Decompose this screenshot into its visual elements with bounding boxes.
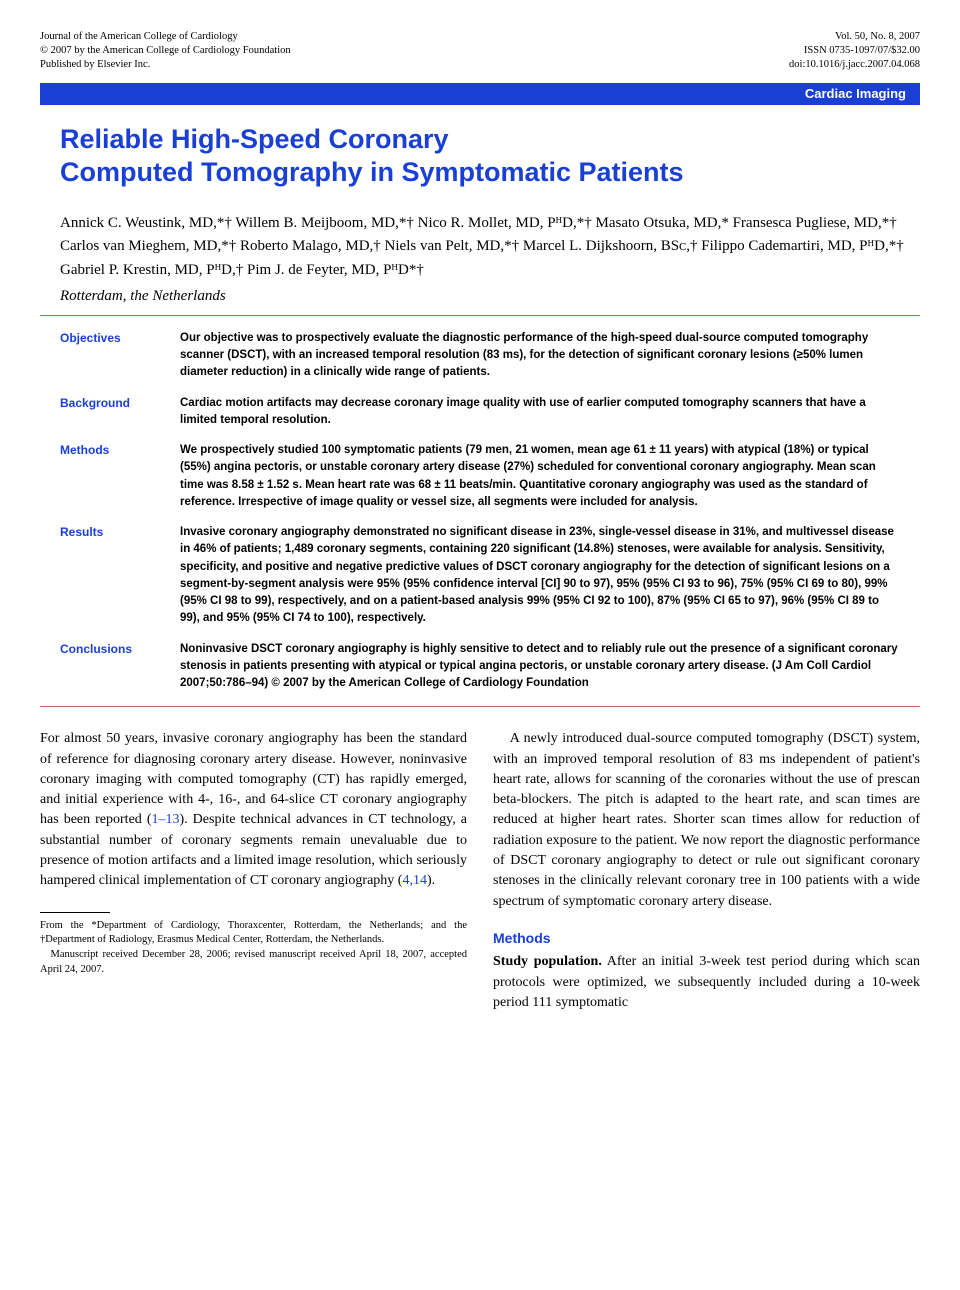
author-list: Annick C. Weustink, MD,*† Willem B. Meij… — [60, 212, 920, 282]
structured-abstract: Objectives Our objective was to prospect… — [60, 330, 920, 693]
doi-line: doi:10.1016/j.jacc.2007.04.068 — [789, 58, 920, 72]
footnotes: From the *Department of Cardiology, Thor… — [40, 919, 467, 978]
abstract-results: Results Invasive coronary angiography de… — [60, 524, 900, 628]
title-line-1: Reliable High-Speed Coronary — [60, 124, 449, 154]
rule-bottom — [40, 706, 920, 707]
article-title: Reliable High-Speed Coronary Computed To… — [60, 123, 920, 191]
category-bar: Cardiac Imaging — [40, 83, 920, 105]
abstract-label: Results — [60, 524, 180, 628]
reference-link[interactable]: 1–13 — [151, 812, 179, 827]
abstract-text: Noninvasive DSCT coronary angiography is… — [180, 641, 900, 693]
category-label: Cardiac Imaging — [805, 86, 906, 101]
abstract-text: Cardiac motion artifacts may decrease co… — [180, 395, 900, 430]
header-right: Vol. 50, No. 8, 2007 ISSN 0735-1097/07/$… — [789, 30, 920, 73]
abstract-conclusions: Conclusions Noninvasive DSCT coronary an… — [60, 641, 900, 693]
rule-top — [40, 315, 920, 316]
abstract-label: Background — [60, 395, 180, 430]
issn-line: ISSN 0735-1097/07/$32.00 — [789, 44, 920, 58]
affiliation: Rotterdam, the Netherlands — [60, 288, 920, 305]
journal-header: Journal of the American College of Cardi… — [40, 30, 920, 73]
footnote-rule — [40, 912, 110, 913]
journal-name: Journal of the American College of Cardi… — [40, 30, 291, 44]
abstract-label: Conclusions — [60, 641, 180, 693]
volume-issue: Vol. 50, No. 8, 2007 — [789, 30, 920, 44]
abstract-methods: Methods We prospectively studied 100 sym… — [60, 442, 900, 511]
title-line-2: Computed Tomography in Symptomatic Patie… — [60, 157, 684, 187]
intro-paragraph-2: A newly introduced dual-source computed … — [493, 729, 920, 912]
copyright-line: © 2007 by the American College of Cardio… — [40, 44, 291, 58]
reference-link[interactable]: 4,14 — [402, 873, 427, 888]
column-left: For almost 50 years, invasive coronary a… — [40, 729, 467, 1013]
column-right: A newly introduced dual-source computed … — [493, 729, 920, 1013]
abstract-background: Background Cardiac motion artifacts may … — [60, 395, 900, 430]
abstract-label: Methods — [60, 442, 180, 511]
abstract-objectives: Objectives Our objective was to prospect… — [60, 330, 900, 382]
header-left: Journal of the American College of Cardi… — [40, 30, 291, 73]
manuscript-dates: Manuscript received December 28, 2006; r… — [40, 948, 467, 977]
publisher-line: Published by Elsevier Inc. — [40, 58, 291, 72]
affiliation-footnote: From the *Department of Cardiology, Thor… — [40, 919, 467, 948]
abstract-label: Objectives — [60, 330, 180, 382]
abstract-text: Invasive coronary angiography demonstrat… — [180, 524, 900, 628]
body-text: For almost 50 years, invasive coronary a… — [40, 729, 920, 1013]
intro-paragraph: For almost 50 years, invasive coronary a… — [40, 729, 467, 891]
abstract-text: We prospectively studied 100 symptomatic… — [180, 442, 900, 511]
methods-heading: Methods — [493, 928, 920, 948]
run-in-head: Study population. — [493, 954, 602, 969]
abstract-text: Our objective was to prospectively evalu… — [180, 330, 900, 382]
study-population-paragraph: Study population. After an initial 3-wee… — [493, 952, 920, 1013]
